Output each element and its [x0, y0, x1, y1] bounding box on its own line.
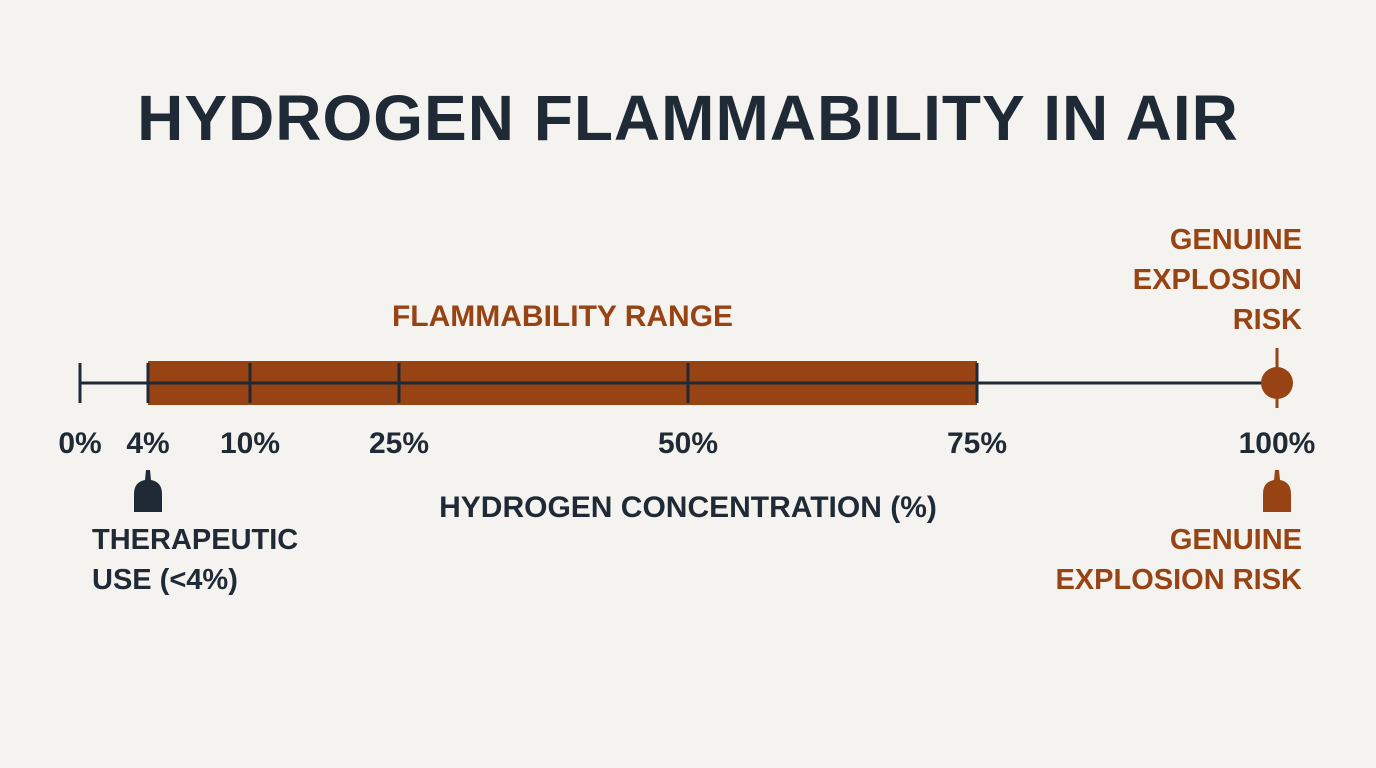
- annotation-text: GENUINE EXPLOSION RISK: [1132, 224, 1302, 336]
- x-axis-label: HYDROGEN CONCENTRATION (%): [439, 491, 937, 524]
- x-tick-label: 4%: [126, 427, 169, 460]
- x-tick-label: 0%: [58, 427, 101, 460]
- marker-label: THERAPEUTIC USE (<4%): [92, 524, 299, 596]
- marker-icon: [134, 470, 162, 512]
- x-tick-label: 75%: [947, 427, 1007, 460]
- marker-label: GENUINE EXPLOSION RISK: [1055, 524, 1302, 596]
- range-label: FLAMMABILITY RANGE: [391, 300, 734, 333]
- x-tick-label: 50%: [658, 427, 718, 460]
- x-tick-label: 10%: [220, 427, 280, 460]
- annotation-dot: [1261, 367, 1293, 399]
- chart-title: HYDROGEN FLAMMABILITY IN AIR: [137, 82, 1239, 154]
- x-tick-label: 100%: [1239, 427, 1316, 460]
- x-tick-label: 25%: [369, 427, 429, 460]
- marker-icon: [1263, 470, 1291, 512]
